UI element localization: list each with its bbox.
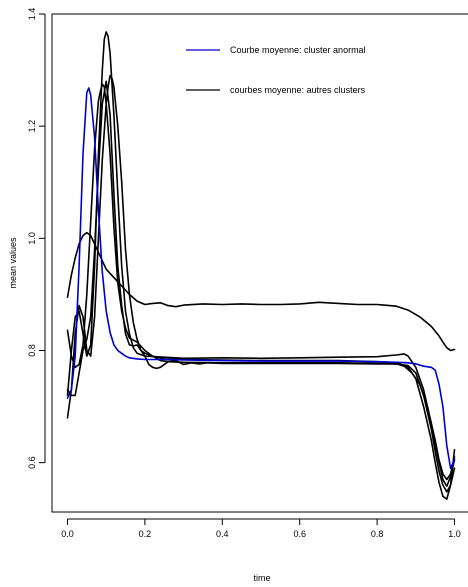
series-curves bbox=[66, 31, 456, 500]
y-tick-label: 0.6 bbox=[27, 456, 37, 469]
y-tick-label: 0.8 bbox=[27, 344, 37, 357]
x-axis: 0.0 0.2 0.4 0.6 0.8 1.0 bbox=[61, 518, 461, 539]
legend-label-cluster-anormal: Courbe moyenne: cluster anormal bbox=[230, 45, 366, 55]
series-line-4 bbox=[66, 74, 456, 500]
y-tick-label: 1.2 bbox=[27, 120, 37, 133]
legend-label-autres-clusters: courbes moyenne: autres clusters bbox=[230, 85, 366, 95]
y-axis-label: mean values bbox=[8, 237, 18, 289]
y-tick-label: 1.0 bbox=[27, 232, 37, 245]
series-line-1 bbox=[66, 231, 456, 352]
x-tick-label: 0.6 bbox=[293, 529, 306, 539]
series-line-6 bbox=[66, 87, 456, 470]
x-tick-label: 1.0 bbox=[448, 529, 461, 539]
x-tick-label: 0.4 bbox=[216, 529, 229, 539]
x-axis-label: time bbox=[253, 573, 270, 583]
x-tick-label: 0.0 bbox=[61, 529, 74, 539]
series-line-2 bbox=[66, 83, 456, 493]
x-tick-label: 0.8 bbox=[371, 529, 384, 539]
legend: Courbe moyenne: cluster anormal courbes … bbox=[186, 45, 366, 95]
y-tick-label: 1.4 bbox=[27, 8, 37, 21]
series-line-5 bbox=[66, 80, 456, 481]
plot-frame bbox=[51, 13, 468, 513]
x-tick-label: 0.2 bbox=[139, 529, 152, 539]
y-axis: 0.6 0.8 1.0 1.2 1.4 bbox=[27, 8, 46, 469]
series-line-3 bbox=[66, 31, 456, 487]
